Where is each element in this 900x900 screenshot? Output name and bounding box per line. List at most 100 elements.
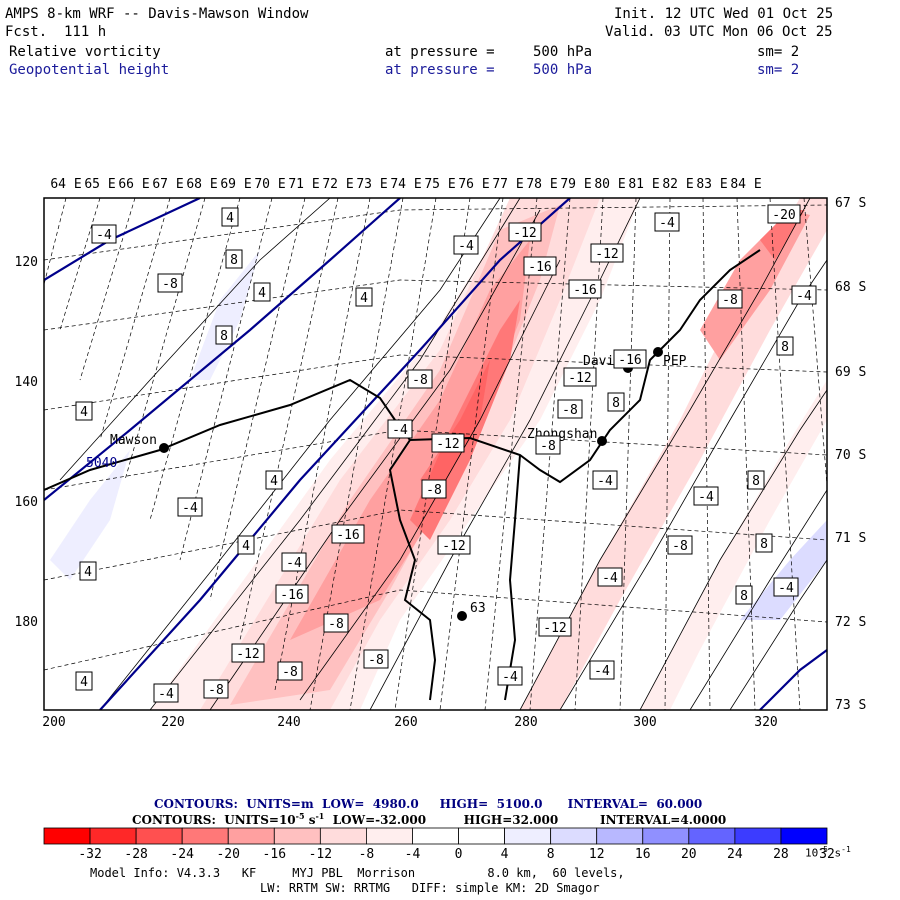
right-axis-label: 72 S <box>835 615 866 630</box>
contour-label-box <box>75 401 93 421</box>
contour-label-box <box>523 256 557 276</box>
left-axis-label: 180 <box>15 615 38 630</box>
contour-label-text: -4 <box>286 556 302 571</box>
right-axis-label: 71 S <box>835 531 866 546</box>
colorbar-label: -16 <box>263 847 286 862</box>
colorbar-swatch <box>504 827 552 845</box>
stations: Mawson Davis Zhongshan PEP 63 <box>110 347 687 621</box>
cb-unit-exp: -5 <box>818 845 828 854</box>
contour-label-text: -8 <box>412 373 428 388</box>
contour-label-text: -12 <box>513 226 536 241</box>
contour-label-text: 8 <box>612 396 620 411</box>
vorticity-contour-info: CONTOURS: UNITS=10-5 s-1 LOW=-32.000 HIG… <box>132 811 726 827</box>
contour-label-text: 4 <box>270 474 278 489</box>
top-axis-label: 83 E <box>696 177 727 192</box>
contour-label-box <box>177 497 203 517</box>
vort-high: 32.000 <box>512 813 559 827</box>
contour-label-box <box>421 479 447 499</box>
colorbar-units: 10-5 s-1 <box>805 842 851 862</box>
contour-label-text: -4 <box>182 501 198 516</box>
vort-units-tail: s <box>304 813 316 827</box>
field-2-pressure-label: at pressure = <box>385 62 495 78</box>
contour-label-text: 4 <box>84 565 92 580</box>
vort-high-label: HIGH= <box>463 813 513 827</box>
contour-label-box <box>589 660 615 680</box>
contour-label-text: -16 <box>573 283 596 298</box>
contour-label-text: -8 <box>672 539 688 554</box>
contour-label-box <box>607 392 625 412</box>
contour-label-text: -4 <box>597 474 613 489</box>
contour-label-box <box>557 399 583 419</box>
map-title: AMPS 8-km WRF -- Davis-Mawson Window <box>5 6 309 22</box>
contour-label-text: 4 <box>242 539 250 554</box>
contour-label-text: -8 <box>540 439 556 454</box>
valid-time: Valid. 03 UTC Mon 06 Oct 25 <box>605 24 833 40</box>
height-interval: 60.000 <box>656 797 703 811</box>
colorbar-swatch <box>135 827 183 845</box>
contour-value-labels: -4 4 -8 8 -12 -16 -20 -4 4 8 -8 -12 -16 -4 4 -8 -12 -16 -4… <box>75 204 817 703</box>
contour-label-text: 8 <box>230 253 238 268</box>
contour-label-box <box>613 349 647 369</box>
height-units: CONTOURS: UNITS=m <box>154 797 314 811</box>
contour-label-text: -4 <box>96 228 112 243</box>
contour-label-text: -12 <box>595 247 618 262</box>
top-axis-label: 78 E <box>526 177 557 192</box>
contour-label-text: -16 <box>618 353 641 368</box>
contour-label-box <box>767 204 801 224</box>
contour-label-box <box>563 367 597 387</box>
right-axis-label: 68 S <box>835 280 866 295</box>
height-contour-info: CONTOURS: UNITS=m LOW= 4980.0 HIGH= 5100… <box>154 797 702 811</box>
contour-label-box <box>497 666 523 686</box>
model-info-line2: LW: RRTM SW: RRTMG DIFF: simple KM: 2D S… <box>260 881 600 895</box>
cb-unit-prefix: 10 <box>805 846 819 860</box>
contour-label-text: -4 <box>158 687 174 702</box>
colorbar-label: -24 <box>170 847 194 862</box>
contour-label-box <box>592 470 618 490</box>
top-axis-label: 79 E <box>560 177 591 192</box>
contour-label-box <box>597 567 623 587</box>
contour-label-box <box>776 336 794 356</box>
field-1-name: Relative vorticity <box>9 44 161 60</box>
top-axis-label: 71 E <box>288 177 319 192</box>
contour-label-box <box>157 273 183 293</box>
colorbar-swatch <box>227 827 275 845</box>
station-63-marker <box>457 611 467 621</box>
field-1-pressure-value: 500 hPa <box>533 44 593 60</box>
colorbar-swatch <box>43 827 91 845</box>
left-axis-label: 120 <box>15 255 38 270</box>
field-2-name: Geopotential height <box>9 62 170 78</box>
contour-label-text: -8 <box>208 683 224 698</box>
map-frame <box>43 197 828 711</box>
contour-label-box <box>277 661 303 681</box>
contour-label-box <box>667 535 693 555</box>
cb-unit-tail: s <box>827 846 842 860</box>
station-davis-label: Davis <box>583 354 622 369</box>
contour-label-box <box>79 561 97 581</box>
height-interval-label: INTERVAL= <box>567 797 648 811</box>
top-axis-label: 64 E <box>50 177 81 192</box>
contour-label-box <box>735 585 753 605</box>
contour-label-text: -4 <box>458 239 474 254</box>
contour-label-box <box>355 287 373 307</box>
contour-label-text: -4 <box>594 664 610 679</box>
contour-label-box <box>535 435 561 455</box>
contour-label-text: -4 <box>659 216 675 231</box>
vort-interval: 4.0000 <box>680 813 727 827</box>
contour-label-box <box>75 671 93 691</box>
colorbar-label: 4 <box>501 847 509 862</box>
contour-label-box <box>91 224 117 244</box>
colorbar-label: -4 <box>405 847 421 862</box>
contour-label-text: -8 <box>368 653 384 668</box>
colorbar-label: 28 <box>773 847 789 862</box>
colorbar-label: 20 <box>681 847 697 862</box>
colorbar-swatch <box>596 827 644 845</box>
height-high-label: HIGH= <box>439 797 489 811</box>
contour-label-text: -4 <box>392 423 408 438</box>
colorbar-label: -12 <box>309 847 332 862</box>
contour-label-box <box>791 285 817 305</box>
contour-label-box <box>773 577 799 597</box>
vort-units-tail-exp: -1 <box>315 811 325 821</box>
contour-label-text: -16 <box>336 528 359 543</box>
vort-units: CONTOURS: UNITS=10 <box>132 813 296 827</box>
top-axis-label: 74 E <box>390 177 421 192</box>
